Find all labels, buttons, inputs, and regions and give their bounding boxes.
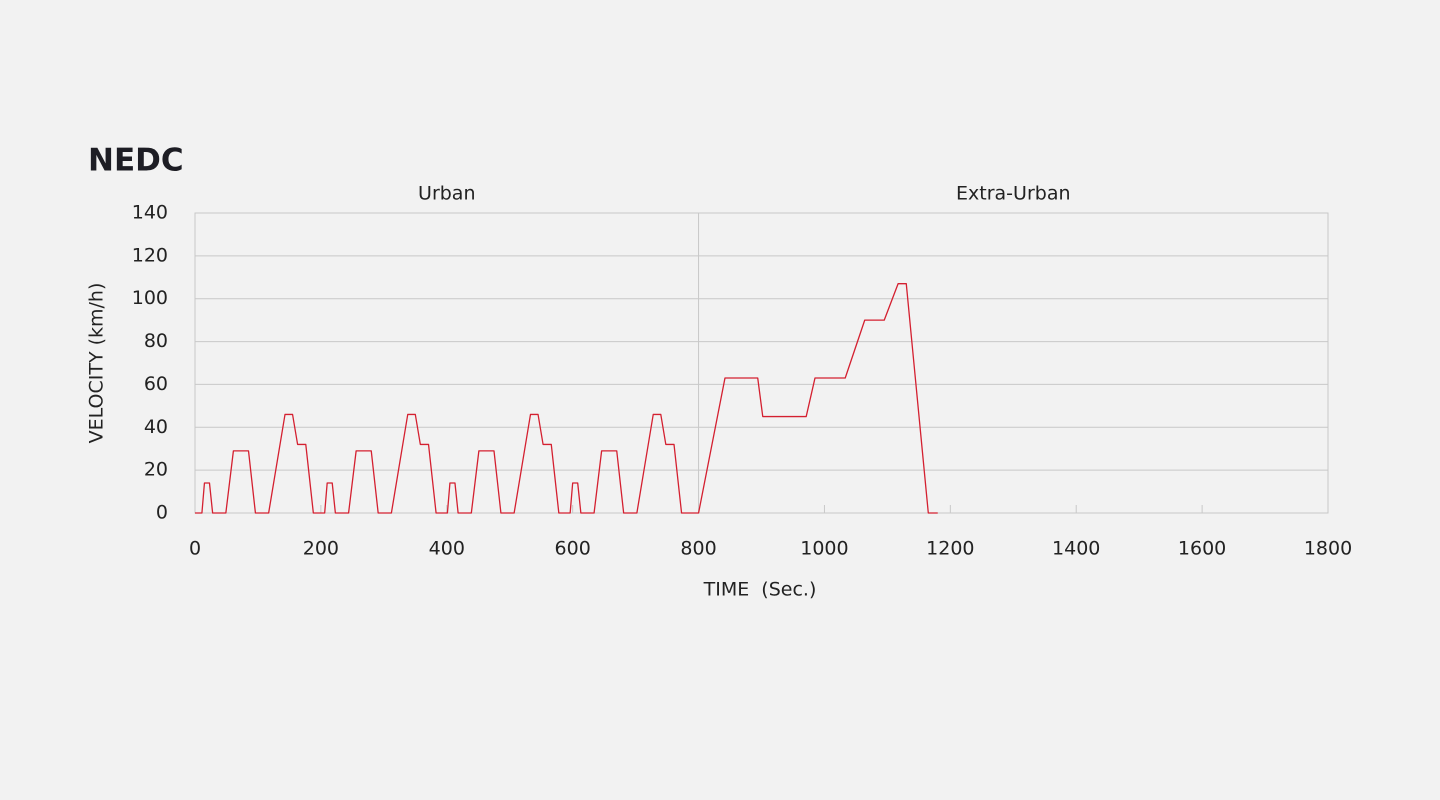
- y-tick-label: 140: [132, 202, 168, 224]
- x-tick-label: 1800: [1304, 538, 1352, 560]
- velocity-line: [195, 283, 938, 514]
- y-tick-label: 40: [144, 416, 168, 438]
- x-tick-label: 600: [555, 538, 591, 560]
- y-tick-label: 60: [144, 373, 168, 395]
- y-tick-label: 100: [132, 287, 168, 309]
- y-tick-label: 20: [144, 459, 168, 481]
- chart-title: NEDC: [88, 143, 184, 179]
- x-axis-label: TIME (Sec.): [703, 579, 817, 601]
- x-tick-label: 1600: [1178, 538, 1226, 560]
- x-tick-label: 200: [303, 538, 339, 560]
- x-tick-label: 0: [189, 538, 201, 560]
- x-tick-label: 1000: [800, 538, 848, 560]
- y-tick-label: 0: [156, 502, 168, 524]
- x-tick-label: 1200: [926, 538, 974, 560]
- y-tick-label: 80: [144, 330, 168, 352]
- x-tick-label: 1400: [1052, 538, 1100, 560]
- y-axis-label: VELOCITY (km/h): [86, 283, 108, 444]
- x-tick-label: 400: [429, 538, 465, 560]
- region-label: Urban: [418, 183, 475, 205]
- region-label: Extra-Urban: [956, 183, 1070, 205]
- plot-frame: [194, 212, 1329, 514]
- y-tick-label: 120: [132, 244, 168, 266]
- x-tick-label: 800: [680, 538, 716, 560]
